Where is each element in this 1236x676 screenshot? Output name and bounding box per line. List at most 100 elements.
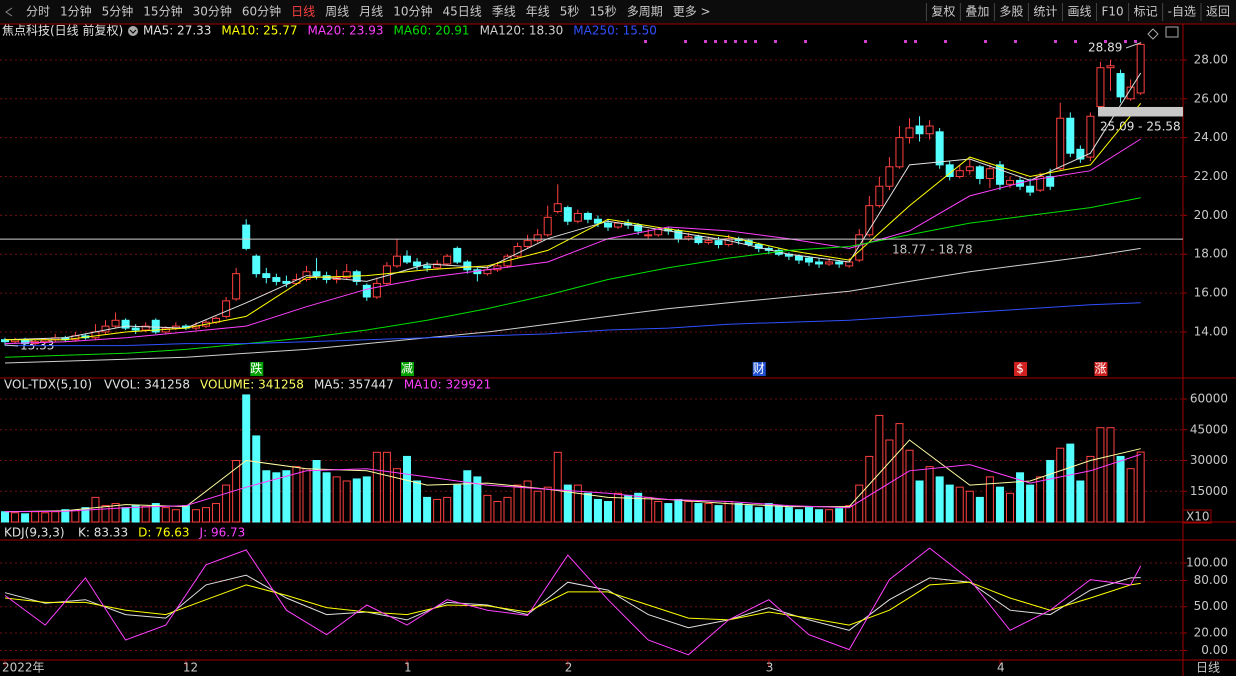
candle-body [1126,86,1135,100]
volume-bar [1026,484,1035,523]
candle-body [614,222,623,228]
toolbar-tab[interactable]: 月线 [359,5,383,19]
event-label: 财 [753,362,765,376]
event-label: 涨 [1094,361,1106,376]
volume-bar [915,480,924,523]
event-label: 跌 [250,361,262,376]
settings-icon[interactable] [128,26,138,36]
toolbar-button[interactable]: F10 [1101,5,1123,19]
candle-body [222,300,231,317]
candle-body [885,166,894,187]
volume-bar [222,484,231,523]
toolbar-tab[interactable]: 分时 [26,5,50,19]
toolbar-tab[interactable]: 60分钟 [242,4,281,19]
volume-bar [985,476,994,523]
candle-body [794,255,803,261]
candle-body [262,273,271,279]
toolbar-tab[interactable]: 45日线 [442,5,481,19]
volume-bar [1076,480,1085,523]
toolbar-tab[interactable]: 更多 > [673,5,711,19]
volume-bar [453,484,462,523]
toolbar-tab[interactable]: 季线 [492,5,516,19]
volume-bar [714,505,723,523]
candle-body [975,166,984,179]
legend-entry: MA250: 15.50 [573,24,657,38]
candle-body [744,240,753,246]
toolbar-tab[interactable]: 年线 [526,5,550,19]
toolbar-button[interactable]: 统计 [1033,5,1057,19]
volume-bar [523,480,532,523]
toolbar-button[interactable]: -自选 [1168,5,1196,19]
toolbar-tab[interactable]: 10分钟 [393,4,432,19]
toolbar-tab[interactable]: 30分钟 [193,4,232,19]
volume-ma-line [4,453,1141,513]
x-tick-label: 2022年 [2,661,45,675]
toolbar-button[interactable]: 多股 [999,5,1023,19]
y-tick-label: 22.00 [1194,169,1228,183]
toolbar-button[interactable]: 返回 [1206,5,1230,19]
toolbar-button[interactable]: 标记 [1134,5,1158,19]
candle-body [1136,43,1145,94]
toolbar-tab[interactable]: 15分钟 [143,4,182,19]
toolbar-tab[interactable]: 5分钟 [102,4,134,19]
signal-dots [644,40,1137,43]
toolbar-tab[interactable]: 多周期 [627,5,663,19]
toolbar-button[interactable]: 画线 [1067,5,1091,19]
y-tick-label: 0.00 [1201,643,1228,657]
diamond-icon[interactable] [1147,28,1159,40]
y-tick-label: 14.00 [1194,324,1228,338]
candle-body [563,207,572,222]
volume-bar [1036,476,1045,523]
volume-bar [805,507,813,523]
volume-bar [41,512,50,523]
window-icon[interactable] [1165,26,1179,38]
candle-body [252,255,261,275]
volume-bar [583,492,592,523]
volume-bar [604,501,612,523]
y-tick-label: 100.00 [1186,556,1228,570]
y-tick-label: 20.00 [1194,625,1228,639]
toolbar-tab[interactable]: 周线 [325,5,349,19]
candle-body [644,234,653,237]
volume-bar [1066,443,1075,523]
candle-body [392,255,401,267]
volume-bar [202,507,210,523]
volume-bar [1006,492,1014,523]
volume-bar [61,509,70,523]
legend-entry: K: 83.33 [78,526,128,540]
event-label: 减 [401,362,413,376]
volume-bar [563,484,572,523]
candle-body [1006,179,1014,185]
volume-bar [463,470,472,523]
event-badge [752,362,766,376]
candle-body [815,261,824,265]
toolbar-tab[interactable]: 1分钟 [60,4,92,19]
back-arrow[interactable] [5,7,13,17]
toolbar-button[interactable]: 叠加 [965,5,989,19]
volume-bar [513,484,522,523]
legend-entry: VOLUME: 341258 [200,378,304,392]
volume-bar [885,439,894,523]
volume-bar [212,503,221,523]
event-label: $ [1016,362,1024,376]
legend-entry: VVOL: 341258 [104,378,190,392]
candle-body [845,261,854,267]
toolbar-button[interactable]: 复权 [931,5,955,19]
volume-bar [1056,447,1065,523]
y-tick-label: 15000 [1190,484,1228,498]
candle-body [443,255,452,265]
volume-bar [875,414,884,523]
ma-line [4,247,1141,364]
toolbar-tab[interactable]: 15秒 [589,5,616,19]
low-pointer [4,344,19,347]
y-tick-label: 20.00 [1194,208,1228,222]
y-tick-label: 30000 [1190,453,1228,467]
volume-bar [925,466,934,523]
toolbar-tab[interactable]: 5秒 [560,5,580,19]
volume-bar [1126,468,1135,523]
volume-bar [593,498,602,523]
volume-bar [935,476,944,523]
toolbar-tab[interactable]: 日线 [291,5,315,19]
volume-bar [724,501,733,523]
